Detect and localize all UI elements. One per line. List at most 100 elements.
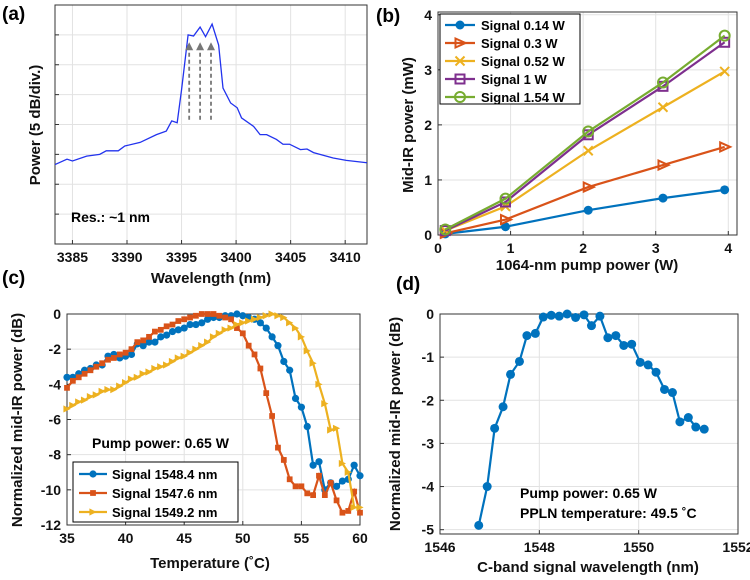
c-data-point [297,403,305,411]
c-data-point [87,367,94,374]
d-data-point [611,331,621,341]
c-data-point [327,426,335,434]
b-y-tick-label: 4 [424,7,432,23]
b-data-point [499,192,512,205]
c-x-tick-label: 35 [59,530,75,546]
b-x-tick-label: 1 [507,240,515,256]
a-spectrum-line [54,22,368,166]
b-data-point [582,181,597,194]
d-data-point [595,311,605,321]
d-data-point [667,388,677,398]
c-data-point [133,373,141,381]
b-y-tick-label: 2 [424,117,432,133]
c-data-point [168,327,177,336]
d-x-tick-label: 1550 [623,539,654,555]
a-arrow-head [207,42,215,51]
c-y-tick-label: 0 [53,306,61,322]
c-data-point [198,311,205,317]
d-y-tick-label: -1 [422,349,435,365]
d-pump-annotation: Pump power: 0.65 W [520,485,658,501]
b-data-point [583,205,593,215]
c-data-point [233,320,241,329]
c-data-point [321,400,329,408]
c-data-point [128,346,135,353]
c-ylabel: Normalized mid-IR power (dB) [9,313,26,527]
c-data-point [262,312,270,320]
c-data-point [152,328,158,335]
b-legend-label: Signal 0.14 W [481,18,566,33]
b-series-line [445,145,725,235]
c-data-point [180,324,188,332]
c-data-point [157,326,164,333]
c-data-point [291,324,300,332]
b-data-point [657,102,669,113]
c-y-tick-label: -4 [49,376,62,392]
c-y-tick-label: -6 [49,412,62,428]
c-data-point [309,461,317,469]
c-data-point [303,422,311,431]
c-x-tick-label: 55 [294,530,310,546]
b-legend-label: Signal 1 W [481,72,547,87]
c-data-point [356,503,364,512]
b-data-point [657,159,671,172]
c-data-point [139,342,147,350]
b-series-line [444,34,726,231]
b-ylabel: Mid-IR power (mW) [400,57,417,193]
b-legend-marker [454,91,466,103]
c-x-tick-label: 45 [176,530,192,546]
c-legend-marker [89,470,97,478]
c-data-point [127,350,136,359]
c-data-point [315,458,323,466]
c-data-point [256,313,264,322]
d-data-point [571,312,581,322]
c-series-1 [64,311,363,516]
b-y-tick-label: 0 [424,227,432,243]
d-x-tick-label: 1548 [524,539,555,555]
c-legend-label: Signal 1549.2 nm [112,505,218,520]
panel-label-a: (a) [2,4,25,25]
c-y-tick-label: -12 [41,517,61,533]
a-arrow-head [196,42,205,51]
b-data-point [719,36,731,48]
c-series-2 [63,310,364,512]
chart-a: 3385 3390 3395 3400 3405 3410 [54,4,368,265]
a-x-tick-label: 3410 [330,249,361,265]
c-data-point [204,315,212,323]
c-data-point [316,472,322,479]
c-data-point [198,319,206,327]
c-legend-marker [90,490,96,496]
d-data-point [538,312,548,322]
d-data-point [675,417,685,427]
c-data-point [228,316,234,323]
c-data-point [275,444,281,451]
d-data-point [659,384,669,394]
c-data-point [64,384,70,391]
c-data-point [204,338,212,346]
c-y-tick-label: -2 [49,341,62,357]
d-y-tick-label: -5 [422,522,435,538]
b-data-point [658,193,668,203]
c-data-point [81,370,88,377]
c-data-point [292,483,299,490]
c-data-point [80,396,89,404]
c-data-point [239,330,246,337]
c-data-point [268,333,276,341]
c-data-point [145,368,153,376]
c-data-point [192,320,200,329]
c-data-point [350,461,358,469]
c-data-point [263,390,270,397]
c-data-point [122,378,130,387]
chart-d: 1546 1548 1550 1552 -5 -4 -3 -2 -1 0 [422,306,750,555]
b-legend-marker [454,36,468,50]
c-data-point [127,375,136,383]
c-data-point [215,329,223,337]
d-data-point [603,333,613,343]
c-data-point [257,365,264,372]
c-data-point [222,314,229,321]
c-legend: Signal 1548.4 nm Signal 1547.6 nm Signal 1… [72,461,239,523]
c-y-tick-label: -8 [49,447,62,463]
c-data-point [140,337,147,344]
b-data-point [499,213,514,226]
c-data-point [350,503,358,512]
